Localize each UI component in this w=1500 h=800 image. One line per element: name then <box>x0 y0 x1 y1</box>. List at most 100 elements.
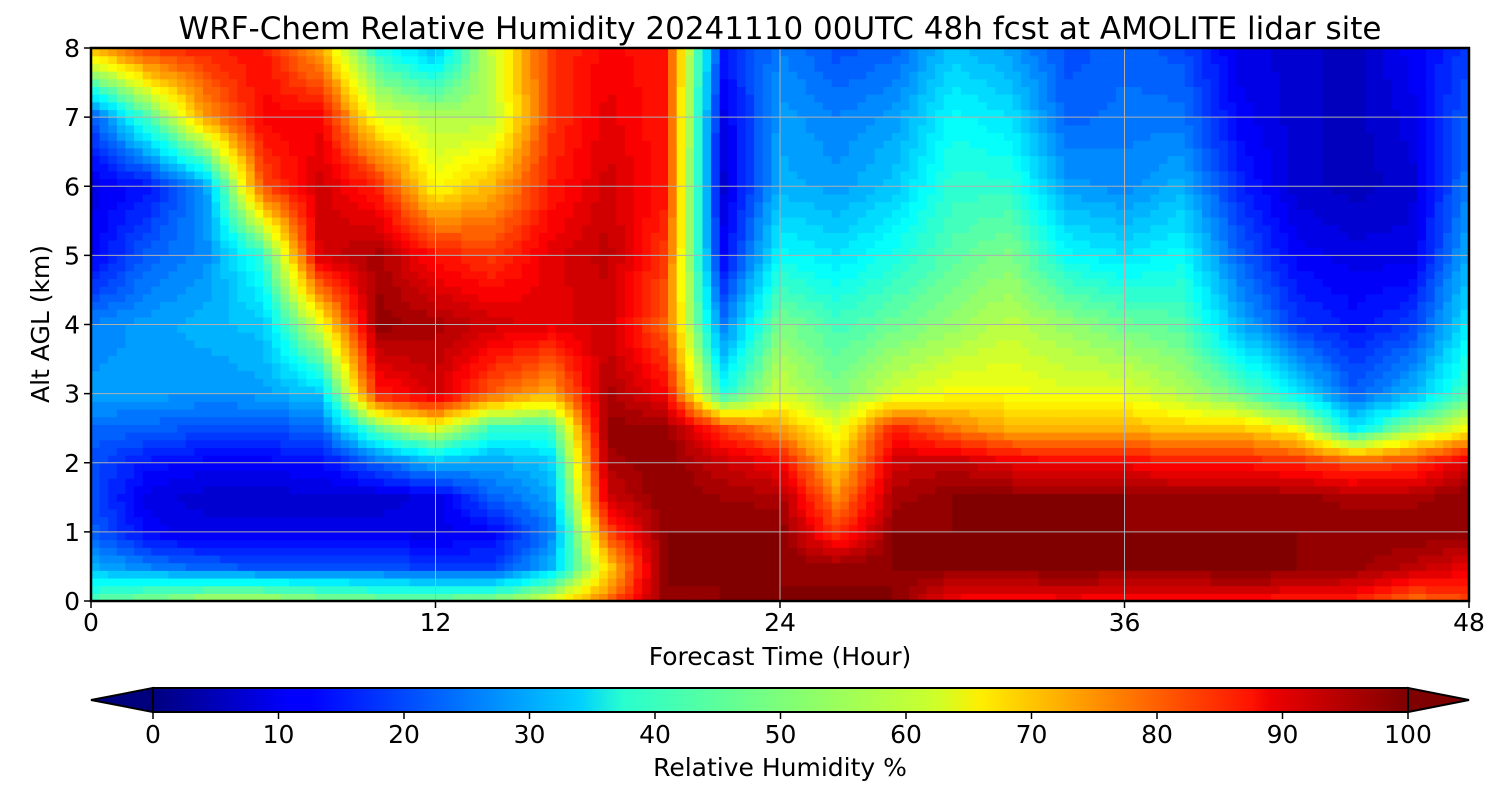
heatmap-cell <box>538 147 549 157</box>
heatmap-cell <box>401 301 411 310</box>
heatmap-cell <box>607 78 617 87</box>
heatmap-cell <box>151 178 161 187</box>
heatmap-cell <box>418 86 428 95</box>
heatmap-cell <box>254 524 264 533</box>
heatmap-cell <box>168 470 178 479</box>
heatmap-cell <box>590 424 600 433</box>
heatmap-cell <box>306 593 316 601</box>
heatmap-cell <box>332 385 342 395</box>
heatmap-cell <box>538 193 549 203</box>
heatmap-cell <box>383 593 394 601</box>
heatmap-cell <box>581 508 592 518</box>
heatmap-cell <box>478 216 488 226</box>
heatmap-cell <box>237 524 247 533</box>
heatmap-cell <box>676 355 686 364</box>
heatmap-cell <box>461 155 471 164</box>
heatmap-cell <box>263 94 273 103</box>
heatmap-cell <box>668 316 678 326</box>
heatmap-cell <box>159 155 170 164</box>
heatmap-cell <box>530 63 540 72</box>
heatmap-cell <box>461 78 471 87</box>
heatmap-cell <box>340 301 350 310</box>
heatmap-cell <box>263 531 273 541</box>
heatmap-cell <box>134 255 144 264</box>
heatmap-cell <box>340 531 350 541</box>
heatmap-cell <box>633 186 643 195</box>
heatmap-cell <box>168 462 178 472</box>
heatmap-cell <box>108 547 118 556</box>
heatmap-cell <box>676 432 686 441</box>
heatmap-cell <box>177 247 187 256</box>
heatmap-cell <box>495 201 505 210</box>
heatmap-cell <box>495 439 505 448</box>
heatmap-cell <box>409 270 419 280</box>
heatmap-cell <box>263 470 273 479</box>
heatmap-cell <box>564 117 574 126</box>
heatmap-cell <box>99 478 109 487</box>
heatmap-cell <box>616 255 626 264</box>
heatmap-cell <box>590 462 600 472</box>
heatmap-cell <box>676 86 686 95</box>
heatmap-cell <box>556 255 566 264</box>
heatmap-cell <box>246 531 256 541</box>
heatmap-cell <box>590 94 600 103</box>
heatmap-cell <box>590 163 600 172</box>
heatmap-cell <box>271 286 282 295</box>
heatmap-cell <box>538 547 549 556</box>
heatmap-cell <box>297 401 307 410</box>
heatmap-cell <box>633 347 643 356</box>
heatmap-cell <box>271 347 282 356</box>
heatmap-cell <box>383 339 394 349</box>
heatmap-cell <box>401 309 411 318</box>
heatmap-cell <box>211 432 221 441</box>
heatmap-cell <box>487 401 497 410</box>
heatmap-cell <box>159 316 170 326</box>
heatmap-cell <box>254 531 264 541</box>
heatmap-cell <box>134 94 144 103</box>
heatmap-cell <box>668 432 678 441</box>
heatmap-cell <box>538 362 549 372</box>
heatmap-cell <box>91 94 101 103</box>
heatmap-cell <box>168 524 178 533</box>
heatmap-cell <box>452 424 462 433</box>
heatmap-cell <box>668 263 678 272</box>
heatmap-cell <box>461 109 471 118</box>
heatmap-cell <box>676 270 686 280</box>
heatmap-cell <box>633 55 643 64</box>
heatmap-cell <box>659 170 669 180</box>
heatmap-cell <box>581 385 592 395</box>
heatmap-cell <box>116 293 127 303</box>
heatmap-cell <box>504 86 514 95</box>
heatmap-cell <box>521 562 531 571</box>
heatmap-cell <box>168 531 178 541</box>
heatmap-cell <box>538 416 549 425</box>
heatmap-cell <box>461 393 471 402</box>
heatmap-cell <box>375 232 385 241</box>
heatmap-cell <box>418 224 428 233</box>
heatmap-cell <box>599 301 609 310</box>
heatmap-cell <box>556 355 566 364</box>
heatmap-cell <box>297 170 307 180</box>
heatmap-cell <box>504 524 514 533</box>
heatmap-cell <box>564 347 574 356</box>
heatmap-cell <box>297 424 307 433</box>
heatmap-cell <box>538 170 549 180</box>
heatmap-cell <box>108 432 118 441</box>
heatmap-cell <box>142 439 152 448</box>
heatmap-cell <box>513 439 523 448</box>
heatmap-cell <box>125 585 135 594</box>
heatmap-cell <box>383 147 394 157</box>
heatmap-cell <box>668 508 678 518</box>
heatmap-cell <box>676 554 686 564</box>
heatmap-cell <box>616 101 626 111</box>
heatmap-cell <box>452 140 462 149</box>
heatmap-cell <box>151 163 161 172</box>
heatmap-cell <box>487 439 497 448</box>
heatmap-cell <box>495 109 505 118</box>
heatmap-cell <box>228 531 239 541</box>
heatmap-cell <box>650 255 661 264</box>
heatmap-cell <box>383 186 394 195</box>
heatmap-cell <box>271 216 282 226</box>
heatmap-cell <box>254 140 264 149</box>
heatmap-cell <box>409 132 419 141</box>
